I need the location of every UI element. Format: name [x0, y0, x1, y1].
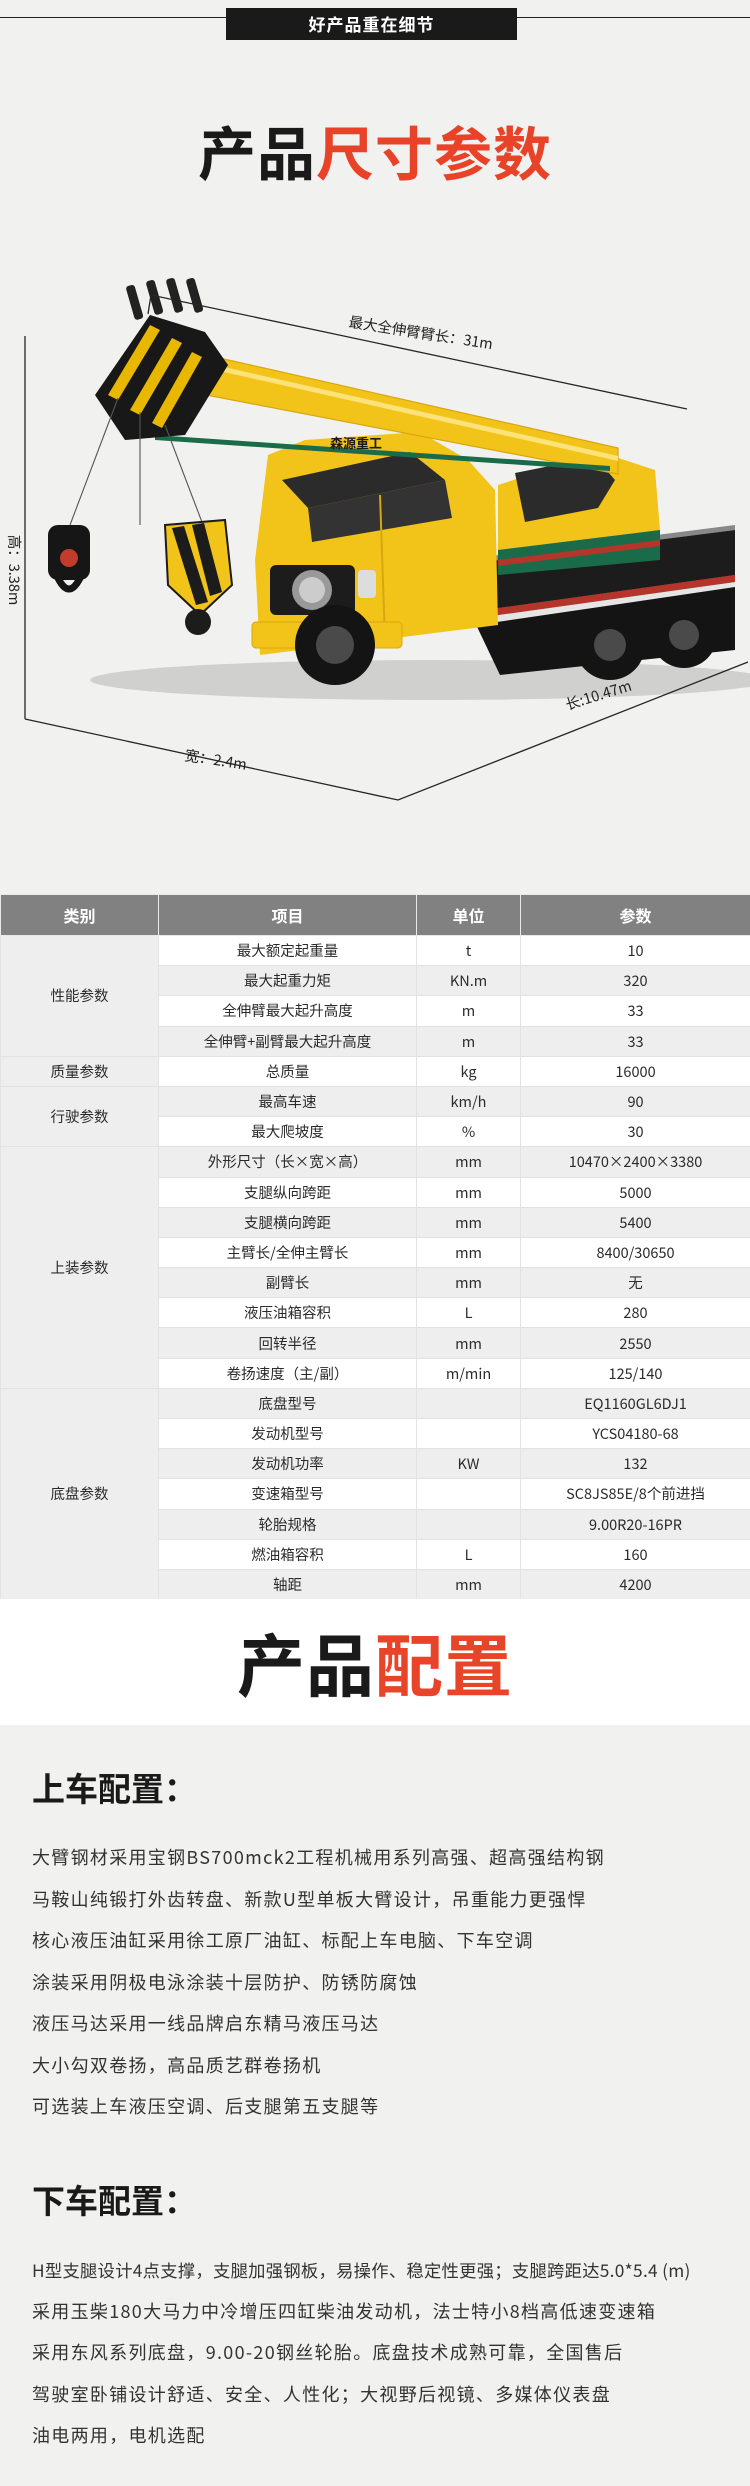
svg-text:宽：2.4m: 宽：2.4m	[183, 744, 248, 775]
svg-text:森源重工: 森源重工	[330, 433, 382, 452]
svg-text:最大全伸臂臂长：31m: 最大全伸臂臂长：31m	[347, 311, 494, 355]
svg-text:高：3.38m: 高：3.38m	[4, 535, 25, 606]
